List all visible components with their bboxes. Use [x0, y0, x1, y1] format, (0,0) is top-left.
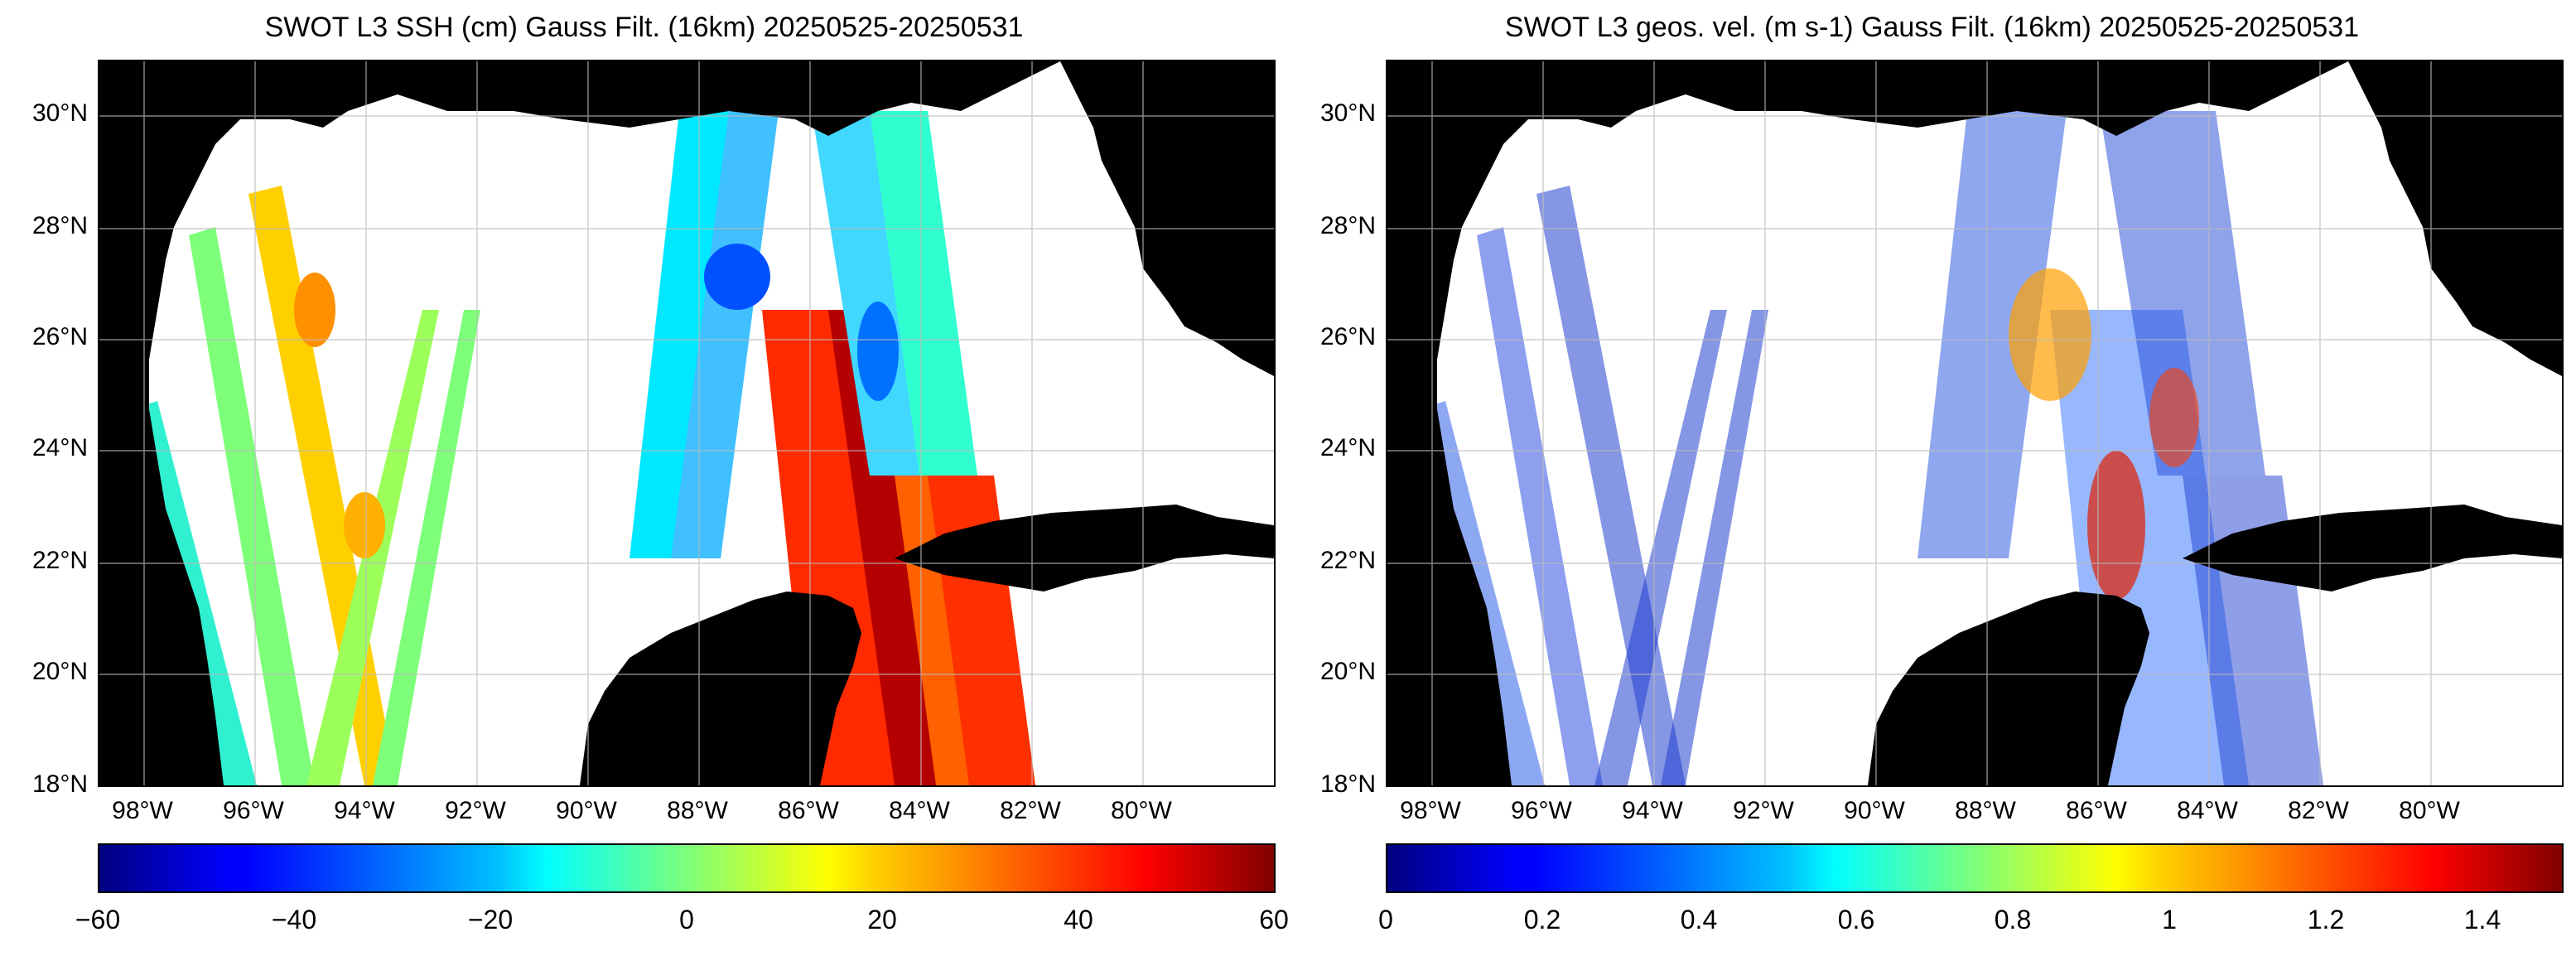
- colorbar-tick-label: 20: [867, 905, 897, 934]
- lon-label: 82°W: [2288, 797, 2349, 824]
- lon-label: 98°W: [112, 797, 173, 824]
- lon-label: 84°W: [2177, 797, 2238, 824]
- lon-label: 96°W: [223, 797, 284, 824]
- colorbar-tick-label: 1.4: [2463, 905, 2501, 934]
- velocity-map-canvas: [1387, 61, 2562, 785]
- lon-label: 80°W: [2399, 797, 2460, 824]
- lat-label: 24°N: [1319, 434, 1376, 461]
- lat-label: 22°N: [31, 547, 88, 574]
- colorbar-tick-label: −40: [271, 905, 317, 934]
- colorbar-tick-label: 60: [1259, 905, 1289, 934]
- lon-label: 80°W: [1111, 797, 1172, 824]
- ssh-map-canvas: [99, 61, 1274, 785]
- lat-label: 28°N: [1319, 212, 1376, 239]
- colorbar-tick-label: 0: [679, 905, 694, 934]
- lat-label: 18°N: [31, 770, 88, 798]
- panel-title: SWOT L3 SSH (cm) Gauss Filt. (16km) 2025…: [264, 12, 1024, 43]
- lat-label: 22°N: [1319, 547, 1376, 574]
- lon-label: 96°W: [1511, 797, 1572, 824]
- colorbar-tick-label: 1.2: [2307, 905, 2345, 934]
- colorbar-tick-label: 0.8: [1994, 905, 2032, 934]
- lat-label: 26°N: [31, 323, 88, 350]
- velocity-map[interactable]: [1386, 60, 2564, 787]
- colorbar-tick-label: −20: [467, 905, 514, 934]
- colorbar-tick-label: 40: [1064, 905, 1093, 934]
- lon-label: 94°W: [334, 797, 395, 824]
- velocity-panel: SWOT L3 geos. vel. (m s-1) Gauss Filt. (…: [1288, 0, 2576, 961]
- lon-label: 90°W: [556, 797, 617, 824]
- colorbar-tick-label: 0.2: [1523, 905, 1561, 934]
- lon-label: 90°W: [1844, 797, 1905, 824]
- lon-label: 88°W: [667, 797, 728, 824]
- lat-label: 30°N: [31, 99, 88, 127]
- lat-label: 18°N: [1319, 770, 1376, 798]
- lat-label: 26°N: [1319, 323, 1376, 350]
- lat-label: 20°N: [1319, 658, 1376, 685]
- lon-label: 86°W: [778, 797, 839, 824]
- colorbar-tick-label: 0: [1378, 905, 1393, 934]
- ssh-colorbar: [98, 843, 1276, 893]
- lon-label: 98°W: [1400, 797, 1461, 824]
- colorbar-tick-label: 0.4: [1680, 905, 1718, 934]
- lon-label: 88°W: [1955, 797, 2016, 824]
- ssh-panel: SWOT L3 SSH (cm) Gauss Filt. (16km) 2025…: [31, 12, 1289, 934]
- lon-label: 94°W: [1622, 797, 1683, 824]
- lon-label: 86°W: [2066, 797, 2127, 824]
- panel-title: SWOT L3 geos. vel. (m s-1) Gauss Filt. (…: [1504, 12, 2360, 43]
- lon-label: 84°W: [889, 797, 950, 824]
- velocity-colorbar: [1386, 843, 2564, 893]
- lon-label: 92°W: [1733, 797, 1794, 824]
- lat-label: 30°N: [1319, 99, 1376, 127]
- ssh-map[interactable]: [98, 60, 1276, 787]
- lat-label: 28°N: [31, 212, 88, 239]
- colorbar-tick-label: −60: [75, 905, 121, 934]
- colorbar-tick-label: 1: [2162, 905, 2177, 934]
- lon-label: 82°W: [1000, 797, 1061, 824]
- lat-label: 24°N: [31, 434, 88, 461]
- colorbar-tick-label: 0.6: [1837, 905, 1875, 934]
- lon-label: 92°W: [445, 797, 506, 824]
- lat-label: 20°N: [31, 658, 88, 685]
